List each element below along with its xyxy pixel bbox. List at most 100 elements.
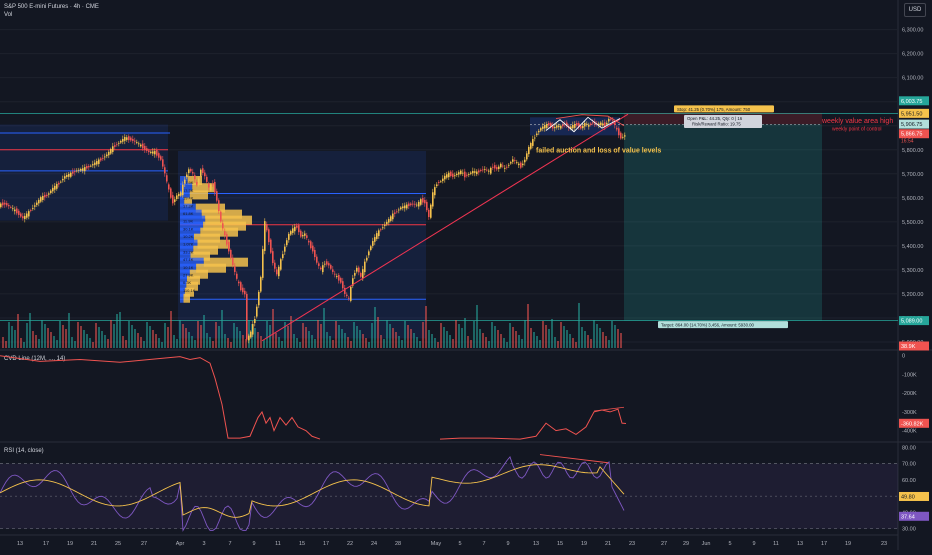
stop-label: Stop: 41.25 (0.70%) 175, Amount: 750 [677, 107, 751, 112]
volume-bar [341, 329, 343, 348]
candle-body [584, 122, 586, 127]
volume-bar [122, 336, 124, 348]
volume-bar [77, 322, 79, 348]
volume-bar [164, 323, 166, 348]
volume-profile-bar [180, 263, 197, 273]
candle-body [72, 171, 74, 174]
candle-body [556, 125, 558, 128]
candle-body [326, 261, 328, 265]
candle-body [62, 178, 64, 181]
candle-body [362, 269, 364, 279]
candle-body [236, 273, 238, 279]
candle-body [152, 151, 154, 154]
volume-profile-bar [197, 239, 230, 249]
price-badge-bg [899, 316, 929, 326]
volume-bar [611, 321, 613, 348]
volume-badge: 38.9K [901, 344, 916, 350]
candle-body [270, 239, 272, 253]
candle-body [242, 287, 244, 293]
candle-body [572, 125, 574, 129]
candle-body [254, 319, 256, 324]
volume-bar [95, 323, 97, 348]
candle-body [198, 178, 200, 184]
candle-body [436, 184, 438, 187]
volume-bar [317, 320, 319, 348]
candle-body [550, 123, 552, 128]
volume-bar [152, 330, 154, 348]
candle-body [114, 145, 116, 147]
candle-body [258, 291, 260, 306]
cvd-line [439, 408, 627, 440]
volume-bar [521, 339, 523, 348]
volume-bar [65, 329, 67, 348]
volume-profile-bar [203, 221, 246, 231]
candle-body [456, 173, 458, 175]
rsi-value-badge-bg [899, 511, 929, 521]
volume-profile-bar [180, 293, 184, 303]
candle-body [404, 205, 406, 209]
volume-bar [203, 315, 205, 348]
candle-body [82, 168, 84, 171]
price-badge-bg [899, 108, 929, 118]
candle-body [586, 123, 588, 125]
candle-body [216, 191, 218, 201]
candle-body [200, 169, 202, 176]
stop-label-bg [674, 105, 774, 113]
annotation-weekly-vah: weekly value area high [821, 118, 893, 125]
currency-button[interactable]: USD [904, 3, 926, 17]
volume-profile-label: 30.1K [183, 226, 194, 231]
candle-body [166, 175, 168, 182]
candle-body [118, 142, 120, 144]
volume-profile-bar [200, 227, 238, 237]
volume-bar [296, 338, 298, 348]
candle-body [624, 135, 626, 137]
volume-bar [185, 328, 187, 348]
volume-profile-bar [180, 239, 198, 249]
volume-bar [473, 321, 475, 348]
candle-body [422, 198, 424, 203]
price-tick-label: 6,300.00 [902, 28, 923, 34]
volume-bar [344, 333, 346, 348]
candle-body [206, 176, 208, 182]
candle-body [112, 146, 114, 152]
candle-body [290, 231, 292, 235]
candle-body [220, 211, 222, 222]
volume-bar [572, 338, 574, 348]
volume-profile-bar [180, 183, 193, 193]
volume-bar [143, 341, 145, 348]
candle-body [174, 199, 176, 202]
volume-bar [368, 342, 370, 348]
candle-body [350, 286, 352, 301]
candle-body [58, 182, 60, 185]
candle-body [532, 139, 534, 146]
price-tick-label: 5,600.00 [902, 196, 923, 202]
volume-bar [371, 323, 373, 348]
candle-body [440, 181, 442, 183]
candle-body [544, 125, 546, 129]
candle-body [478, 170, 480, 173]
time-tick-label: 17 [323, 541, 329, 547]
candle-body [232, 257, 234, 266]
candle-body [176, 195, 178, 200]
candle-body [190, 168, 192, 172]
volume-bar [41, 320, 43, 348]
candle-body [328, 263, 330, 266]
symbol-title[interactable]: S&P 500 E-mini Futures · 4h · CME [4, 4, 99, 10]
volume-bar [446, 331, 448, 348]
volume-bar [74, 341, 76, 348]
volume-bar [557, 341, 559, 348]
price-tick-label: 5,400.00 [902, 244, 923, 250]
volume-profile-label: 10.1K [183, 265, 194, 270]
value-area-box [0, 124, 168, 221]
candle-body [316, 256, 318, 263]
candle-body [506, 166, 508, 168]
candle-body [84, 167, 86, 172]
volume-bar [89, 338, 91, 348]
volume-bar [587, 335, 589, 348]
candle-body [94, 162, 96, 165]
volume-bar [302, 323, 304, 348]
rsi-ma-badge-bg [899, 491, 929, 501]
candle-body [68, 173, 70, 177]
